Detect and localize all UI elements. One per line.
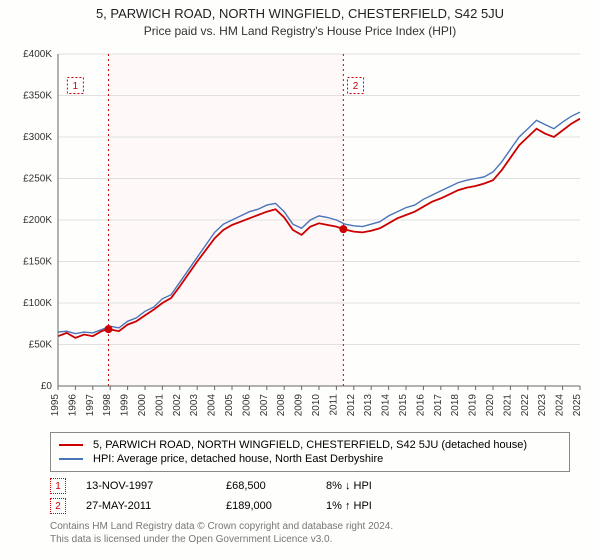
svg-text:2000: 2000 — [137, 394, 148, 417]
svg-text:2023: 2023 — [537, 394, 548, 417]
svg-text:1: 1 — [73, 81, 79, 92]
footer-line-1: Contains HM Land Registry data © Crown c… — [50, 520, 570, 533]
transaction-price: £68,500 — [226, 480, 306, 492]
svg-text:1995: 1995 — [50, 394, 61, 417]
svg-text:£50K: £50K — [29, 340, 53, 351]
svg-text:2005: 2005 — [224, 394, 235, 417]
transaction-row: 2 27-MAY-2011 £189,000 1% ↑ HPI — [50, 498, 600, 514]
chart-area: £0 £50K £100K £150K £200K £250K £300K £350K £400… — [10, 46, 590, 426]
svg-text:2008: 2008 — [276, 394, 287, 417]
svg-text:£200K: £200K — [23, 215, 52, 226]
transaction-marker: 1 — [50, 478, 66, 494]
legend-item: 5, PARWICH ROAD, NORTH WINGFIELD, CHESTE… — [59, 439, 561, 451]
svg-text:2: 2 — [353, 81, 359, 92]
svg-text:2021: 2021 — [502, 394, 513, 417]
svg-text:2018: 2018 — [450, 394, 461, 417]
svg-text:1998: 1998 — [102, 394, 113, 417]
legend: 5, PARWICH ROAD, NORTH WINGFIELD, CHESTE… — [50, 432, 570, 472]
svg-text:2015: 2015 — [398, 394, 409, 417]
legend-label: 5, PARWICH ROAD, NORTH WINGFIELD, CHESTE… — [93, 439, 527, 451]
svg-text:£150K: £150K — [23, 257, 52, 268]
svg-text:2014: 2014 — [381, 394, 392, 417]
svg-text:2007: 2007 — [259, 394, 270, 417]
svg-text:2012: 2012 — [346, 394, 357, 417]
transaction-row: 1 13-NOV-1997 £68,500 8% ↓ HPI — [50, 478, 600, 494]
footer-line-2: This data is licensed under the Open Gov… — [50, 533, 570, 546]
svg-text:1996: 1996 — [67, 394, 78, 417]
chart-title-2: Price paid vs. HM Land Registry's House … — [0, 24, 600, 38]
legend-item: HPI: Average price, detached house, Nort… — [59, 453, 561, 465]
transaction-marker: 2 — [50, 498, 66, 514]
svg-text:2004: 2004 — [207, 394, 218, 417]
svg-text:2002: 2002 — [172, 394, 183, 417]
svg-text:2016: 2016 — [415, 394, 426, 417]
footer-attribution: Contains HM Land Registry data © Crown c… — [50, 520, 570, 546]
svg-text:2025: 2025 — [572, 394, 583, 417]
svg-text:1997: 1997 — [85, 394, 96, 417]
line-chart: £0 £50K £100K £150K £200K £250K £300K £350K £400… — [10, 46, 590, 426]
svg-text:2011: 2011 — [328, 394, 339, 416]
transaction-delta: 8% ↓ HPI — [326, 480, 406, 492]
transactions-table: 1 13-NOV-1997 £68,500 8% ↓ HPI 2 27-MAY-2011 £… — [50, 478, 600, 514]
legend-swatch — [59, 458, 83, 460]
svg-text:£100K: £100K — [23, 298, 52, 309]
svg-text:£250K: £250K — [23, 174, 52, 185]
svg-text:2006: 2006 — [241, 394, 252, 417]
transaction-price: £189,000 — [226, 500, 306, 512]
svg-text:2010: 2010 — [311, 394, 322, 417]
transaction-date: 27-MAY-2011 — [86, 500, 206, 512]
svg-text:£400K: £400K — [23, 49, 52, 60]
svg-text:2013: 2013 — [363, 394, 374, 417]
svg-text:2019: 2019 — [468, 394, 479, 417]
legend-swatch — [59, 444, 83, 446]
svg-text:£300K: £300K — [23, 132, 52, 143]
svg-text:2024: 2024 — [555, 394, 566, 417]
svg-text:2009: 2009 — [294, 394, 305, 417]
svg-text:2017: 2017 — [433, 394, 444, 417]
svg-text:1999: 1999 — [120, 394, 131, 417]
svg-text:2003: 2003 — [189, 394, 200, 417]
svg-text:2020: 2020 — [485, 394, 496, 417]
transaction-date: 13-NOV-1997 — [86, 480, 206, 492]
transaction-delta: 1% ↑ HPI — [326, 500, 406, 512]
svg-text:£0: £0 — [41, 381, 53, 392]
chart-title-1: 5, PARWICH ROAD, NORTH WINGFIELD, CHESTE… — [0, 6, 600, 21]
svg-text:2022: 2022 — [520, 394, 531, 417]
svg-text:2001: 2001 — [154, 394, 165, 417]
legend-label: HPI: Average price, detached house, Nort… — [93, 453, 383, 465]
svg-text:£350K: £350K — [23, 91, 52, 102]
